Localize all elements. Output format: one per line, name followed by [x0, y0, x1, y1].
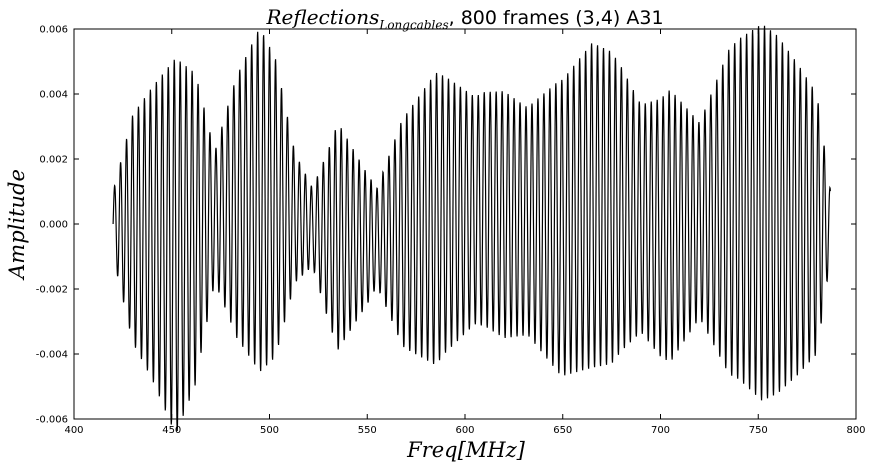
- ticks: [73, 28, 857, 420]
- y-axis-label: Amplitude: [5, 169, 29, 281]
- y-tick-label: 0.002: [39, 155, 68, 166]
- x-tick-label: 650: [553, 425, 572, 436]
- x-tick-label: 450: [162, 425, 181, 436]
- y-tick-label: 0.000: [39, 220, 68, 231]
- x-tick-label: 750: [749, 425, 768, 436]
- x-tick-label: 700: [651, 425, 670, 436]
- y-tick-label: 0.006: [39, 25, 68, 36]
- y-tick-label: 0.004: [39, 90, 68, 101]
- y-tick-label: -0.002: [36, 285, 68, 296]
- x-tick-label: 600: [455, 425, 474, 436]
- x-tick-label: 550: [358, 425, 377, 436]
- title-math-sub: Longcables: [378, 18, 448, 32]
- x-axis-label: Freq[MHz]: [406, 438, 526, 462]
- y-tick-label: -0.006: [36, 415, 68, 426]
- x-tick-label: 800: [846, 425, 865, 436]
- tick-labels: 400 450 500 550 600 650 700 750 800 0.006 0.004 0.0…: [36, 25, 866, 437]
- title-math-main: Reflections: [265, 5, 379, 29]
- chart-title: ReflectionsLongcables, 800 frames (3,4) …: [265, 5, 663, 32]
- x-tick-label: 500: [260, 425, 279, 436]
- title-rest: , 800 frames (3,4) A31: [449, 7, 664, 29]
- series-line: [112, 25, 831, 432]
- x-tick-label: 400: [64, 425, 83, 436]
- y-tick-label: -0.004: [36, 350, 68, 361]
